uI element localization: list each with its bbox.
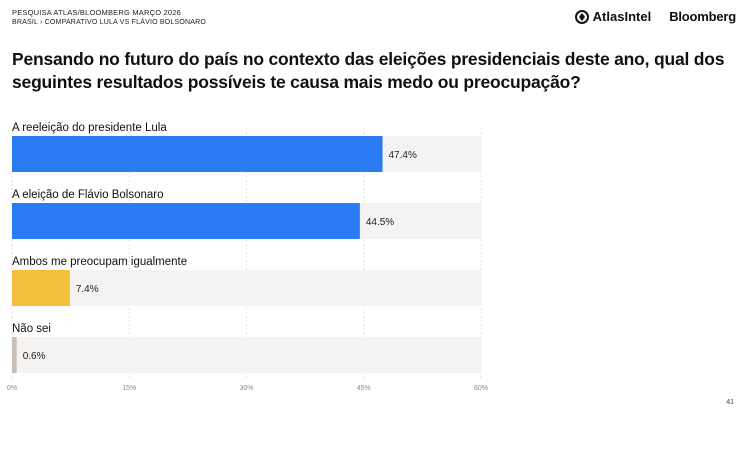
- category-label: Ambos me preocupam igualmente: [12, 256, 187, 268]
- bar-track: [12, 337, 481, 373]
- bar: [12, 203, 360, 239]
- atlasintel-logo-text: AtlasIntel: [592, 9, 652, 24]
- category-label: A reeleição do presidente Lula: [12, 122, 167, 134]
- atlas-logo-icon: [574, 9, 589, 24]
- survey-subtitle: BRASIL › COMPARATIVO LULA VS FLÁVIO BOLS…: [12, 19, 207, 26]
- question-title: Pensando no futuro do país no contexto d…: [12, 49, 725, 92]
- x-tick-label: 45%: [357, 385, 371, 392]
- value-label: 0.6%: [23, 351, 46, 362]
- header-left: PESQUISA ATLAS/BLOOMBERG MARÇO 2026 BRAS…: [12, 8, 206, 26]
- bar-track: [12, 270, 481, 306]
- value-label: 47.4%: [389, 150, 417, 161]
- x-tick-label: 60%: [474, 385, 488, 392]
- x-tick-label: 15%: [122, 385, 136, 392]
- survey-title: PESQUISA ATLAS/BLOOMBERG MARÇO 2026: [12, 8, 182, 17]
- value-label: 44.5%: [366, 217, 394, 228]
- bar: [12, 136, 383, 172]
- category-label: A eleição de Flávio Bolsonaro: [12, 189, 164, 201]
- value-label: 7.4%: [76, 284, 99, 295]
- x-tick-label: 0%: [7, 385, 17, 392]
- category-label: Não sei: [12, 323, 51, 335]
- header-brands: AtlasIntel Bloomberg: [574, 9, 736, 24]
- x-tick-label: 30%: [239, 385, 253, 392]
- bar: [12, 270, 70, 306]
- page-number: 41: [726, 399, 734, 406]
- bar: [12, 337, 17, 373]
- bloomberg-logo: Bloomberg: [669, 9, 736, 24]
- atlasintel-logo: AtlasIntel: [574, 9, 652, 24]
